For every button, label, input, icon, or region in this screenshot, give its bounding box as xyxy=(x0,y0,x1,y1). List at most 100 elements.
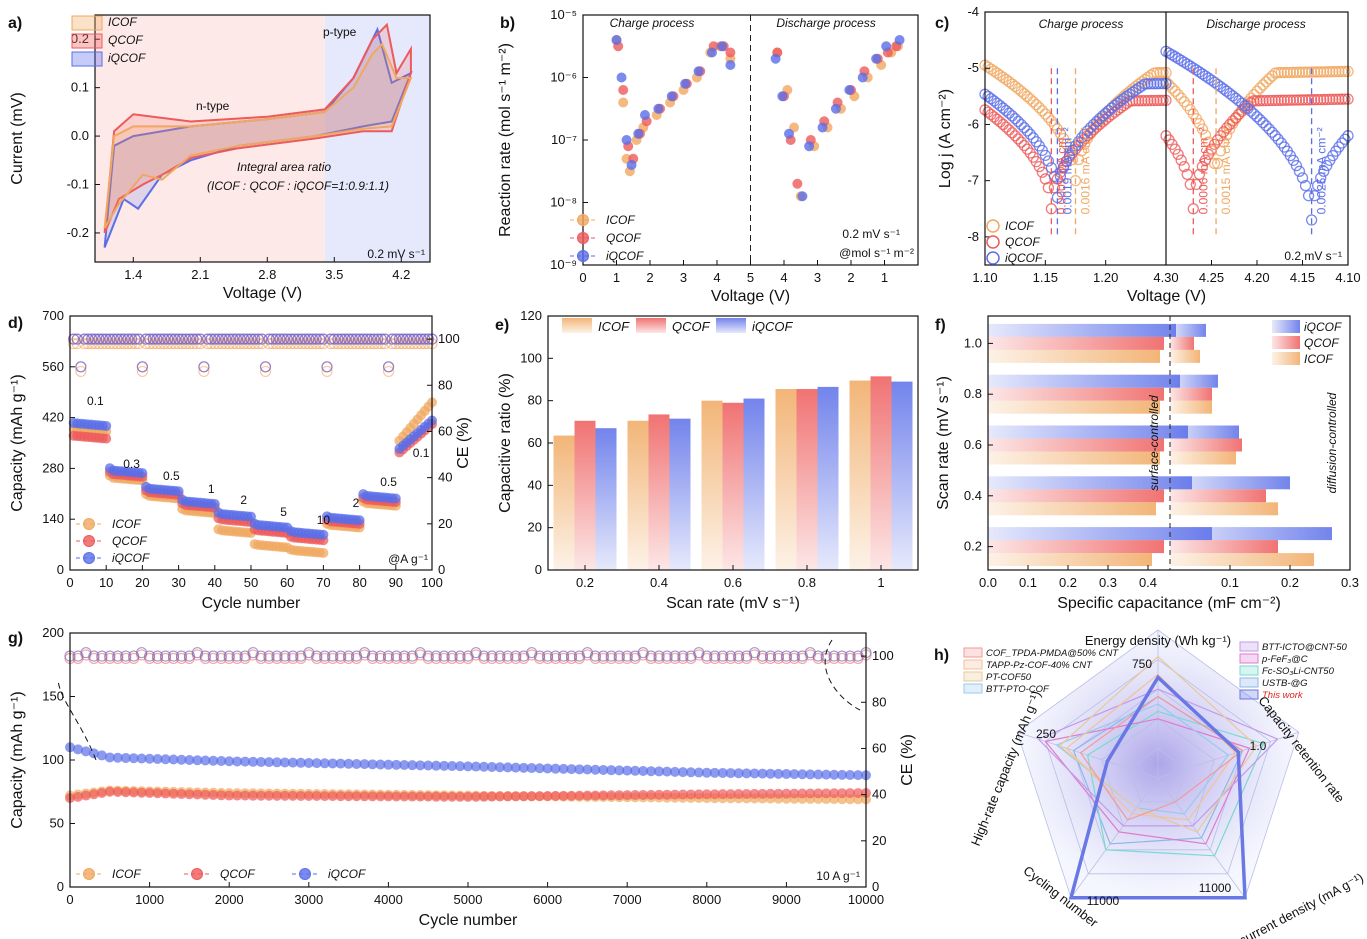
x-tick-label: 0.3 xyxy=(1099,575,1117,590)
ce-point-iQCOF xyxy=(223,333,235,345)
capacity-point-QCOF xyxy=(128,787,139,798)
capacity-point-iQCOF xyxy=(112,752,123,763)
bar-surface-ICOF xyxy=(988,349,1160,363)
data-point-iQCOF xyxy=(844,85,855,95)
ce-point-iQCOF xyxy=(238,333,250,345)
ce-point-iQCOF xyxy=(306,333,319,345)
bar-ICOF xyxy=(849,380,871,570)
ce-point-iQCOF xyxy=(836,650,848,662)
data-point-QCOF xyxy=(1299,94,1312,106)
capacity-point-QCOF xyxy=(853,788,864,799)
capacity-point-iQCOF xyxy=(733,768,744,779)
capacity-point-iQCOF xyxy=(669,766,680,777)
exchange-current-label: 0.0019 mA cm⁻² xyxy=(1060,127,1074,214)
ce-point-iQCOF xyxy=(230,333,243,345)
data-point-iQCOF xyxy=(817,122,828,133)
capacity-point-QCOF xyxy=(399,791,410,802)
ce-point-iQCOF xyxy=(231,650,243,662)
ce-point-iQCOF xyxy=(125,333,138,345)
capacity-point-iQCOF xyxy=(271,757,282,768)
capacity-point-QCOF xyxy=(598,790,609,801)
ce-point-iQCOF xyxy=(332,333,344,345)
capacity-point-iQCOF xyxy=(677,767,688,778)
ce-point-ICOF xyxy=(382,365,395,378)
data-point-ICOF xyxy=(1021,90,1033,102)
capacity-point-QCOF xyxy=(279,790,290,801)
ce-point-iQCOF xyxy=(314,333,326,345)
capacity-point-iQCOF xyxy=(470,761,481,772)
data-point-ICOF xyxy=(1305,66,1318,78)
data-point-iQCOF xyxy=(1269,130,1281,142)
ce-point-iQCOF xyxy=(311,650,323,662)
capacity-point-iQCOF xyxy=(101,420,112,431)
legend-label: ICOF xyxy=(1304,352,1333,366)
y-tick-label: 0.1 xyxy=(71,80,89,95)
capacity-point-QCOF xyxy=(638,789,649,800)
y-tick-label: 560 xyxy=(42,359,64,374)
data-point-iQCOF xyxy=(1190,64,1202,76)
capacity-point-iQCOF xyxy=(439,760,450,771)
legend-label: ICOF xyxy=(606,213,635,227)
x-tick-label: 0.6 xyxy=(724,575,742,590)
bar-diffusion-iQCOF xyxy=(1170,374,1218,388)
capacity-point-iQCOF xyxy=(646,766,657,777)
y-axis-label: Capacitive ratio (%) xyxy=(497,373,514,513)
capacity-point-iQCOF xyxy=(685,767,696,778)
data-point-iQCOF xyxy=(1193,66,1206,78)
capacity-point-iQCOF xyxy=(654,766,665,777)
section-label: surface-controlled xyxy=(1147,395,1161,491)
data-point-iQCOF xyxy=(1290,159,1303,172)
data-point-ICOF xyxy=(1308,66,1321,78)
x-axis-label: Scan rate (mV s⁻¹) xyxy=(666,595,800,612)
data-point-iQCOF xyxy=(1060,155,1073,167)
data-point-ICOF xyxy=(1033,101,1045,114)
x-tick-label: 1.20 xyxy=(1093,270,1118,285)
data-point-QCOF xyxy=(1000,121,1012,133)
data-point-iQCOF xyxy=(633,128,644,139)
data-point-ICOF xyxy=(1254,82,1266,94)
annotation: 0.2 mV s⁻¹ xyxy=(367,247,425,261)
capacity-point-iQCOF xyxy=(845,769,856,780)
ce-point-iQCOF xyxy=(158,333,170,345)
data-point-iQCOF xyxy=(616,72,627,83)
data-point-iQCOF xyxy=(1015,118,1027,131)
capacity-point-QCOF xyxy=(431,791,442,802)
y-tick-label: -6 xyxy=(967,116,979,131)
ce-point-iQCOF xyxy=(96,650,108,662)
bar-iQCOF xyxy=(817,386,839,570)
capacity-point-QCOF xyxy=(717,789,728,800)
ce-point-iQCOF xyxy=(245,333,257,345)
data-point-iQCOF xyxy=(1308,190,1321,202)
ce-point-iQCOF xyxy=(534,650,546,662)
y-tick-label: -7 xyxy=(967,173,979,188)
capacity-point-QCOF xyxy=(797,788,808,799)
capacity-point-QCOF xyxy=(701,789,712,800)
y2-tick-label: 60 xyxy=(872,740,886,755)
legend-label: PT-COF50 xyxy=(986,672,1032,683)
arrow-guide xyxy=(824,639,861,711)
capacity-point-iQCOF xyxy=(311,758,322,769)
data-point-ICOF xyxy=(1211,157,1224,170)
bar-ICOF xyxy=(775,389,797,570)
y-tick-label: -0.2 xyxy=(67,225,89,240)
data-point-iQCOF xyxy=(1251,111,1263,123)
capacity-point-QCOF xyxy=(542,790,553,801)
capacity-point-iQCOF xyxy=(725,768,736,779)
x-tick-label: 4 xyxy=(780,270,787,285)
ce-point-iQCOF xyxy=(191,333,203,345)
ce-point-iQCOF xyxy=(542,650,554,662)
capacity-point-iQCOF xyxy=(319,758,330,769)
x-tick-label: 2 xyxy=(646,270,653,285)
bar-iQCOF xyxy=(669,418,691,570)
ce-point-ICOF xyxy=(321,365,333,378)
data-point-iQCOF xyxy=(830,103,841,114)
data-point-iQCOF xyxy=(1178,56,1190,68)
bar-diffusion-QCOF xyxy=(1170,540,1278,554)
capacity-point-iQCOF xyxy=(542,763,553,774)
legend-marker xyxy=(83,552,95,564)
data-point-iQCOF xyxy=(666,91,677,102)
capacity-point-QCOF xyxy=(415,791,426,802)
capacity-point-QCOF xyxy=(789,788,800,799)
legend-label: COF_TPDA-PMDA@50% CNT xyxy=(986,648,1119,659)
x-tick-label: 0.2 xyxy=(1281,575,1299,590)
